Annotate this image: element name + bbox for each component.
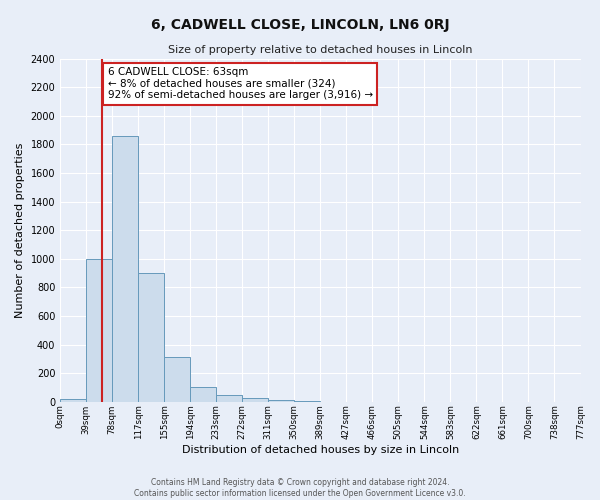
Bar	[242, 398, 268, 402]
Y-axis label: Number of detached properties: Number of detached properties	[15, 142, 25, 318]
Bar	[216, 396, 242, 402]
Bar	[295, 401, 320, 402]
Text: Contains HM Land Registry data © Crown copyright and database right 2024.
Contai: Contains HM Land Registry data © Crown c…	[134, 478, 466, 498]
Bar	[60, 399, 86, 402]
Bar	[86, 259, 112, 402]
Bar	[268, 400, 295, 402]
Bar	[190, 387, 216, 402]
Text: 6 CADWELL CLOSE: 63sqm
← 8% of detached houses are smaller (324)
92% of semi-det: 6 CADWELL CLOSE: 63sqm ← 8% of detached …	[107, 67, 373, 100]
Bar	[138, 273, 164, 402]
X-axis label: Distribution of detached houses by size in Lincoln: Distribution of detached houses by size …	[182, 445, 459, 455]
Title: Size of property relative to detached houses in Lincoln: Size of property relative to detached ho…	[168, 45, 473, 55]
Text: 6, CADWELL CLOSE, LINCOLN, LN6 0RJ: 6, CADWELL CLOSE, LINCOLN, LN6 0RJ	[151, 18, 449, 32]
Bar	[164, 358, 190, 402]
Bar	[112, 136, 138, 402]
